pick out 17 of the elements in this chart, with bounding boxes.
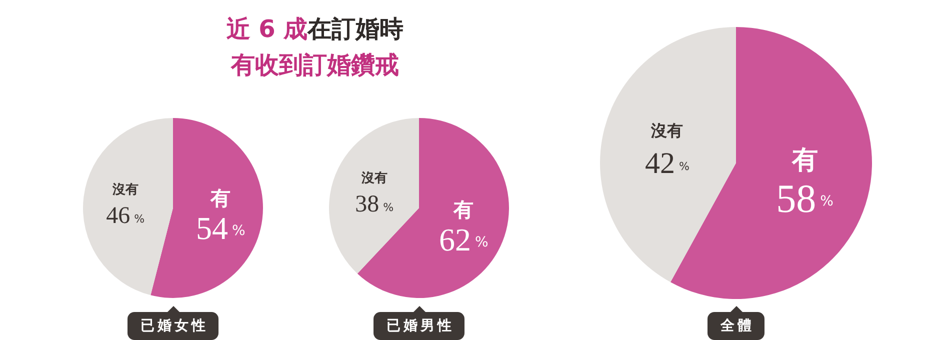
- text: 全體: [708, 312, 764, 340]
- slice-label: 有: [790, 146, 818, 176]
- data-label: 58%: [776, 176, 834, 222]
- text: 已婚女性: [128, 312, 218, 340]
- data-label: 46%: [106, 202, 145, 229]
- slice-label: 有: [452, 198, 474, 222]
- slice-label: 有: [210, 186, 231, 210]
- slice-label: 沒有: [111, 182, 138, 198]
- data-label: 62%: [438, 222, 488, 258]
- data-label: 38%: [355, 191, 394, 218]
- slice-label: 沒有: [360, 170, 388, 186]
- text: 有收到訂婚鑽戒: [230, 51, 399, 79]
- slice-label: 沒有: [650, 120, 684, 140]
- text: 近 6 成在訂婚時: [226, 15, 404, 43]
- data-label: 54%: [196, 210, 246, 246]
- text: 已婚男性: [374, 312, 464, 340]
- data-label: 42%: [645, 146, 690, 180]
